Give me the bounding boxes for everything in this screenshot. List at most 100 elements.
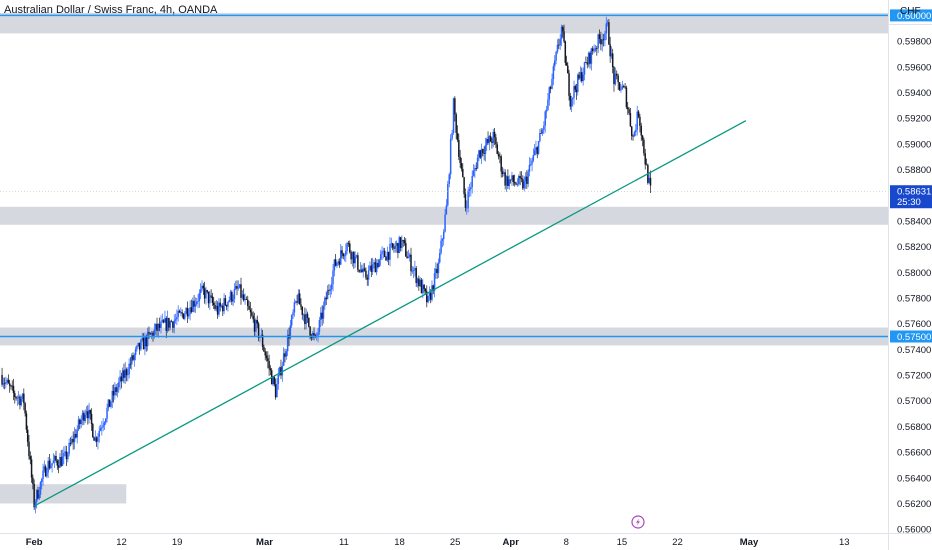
candle-body bbox=[543, 125, 545, 131]
candle-body bbox=[354, 256, 356, 264]
candle-body bbox=[101, 427, 103, 429]
candle-body bbox=[84, 414, 86, 421]
candle-body bbox=[527, 171, 529, 184]
time-axis[interactable]: Feb 12 19 Mar 11 18 25 Apr 8 15 22 May 13 bbox=[26, 537, 850, 548]
candle-body bbox=[129, 363, 132, 365]
candle-body bbox=[326, 289, 329, 300]
candle-body bbox=[501, 171, 504, 175]
price-tick-label: 0.59000 bbox=[897, 139, 931, 150]
candle-body bbox=[140, 340, 142, 350]
candle-body bbox=[544, 111, 546, 126]
candle-body bbox=[133, 355, 136, 360]
candle-body bbox=[470, 187, 472, 190]
candle-body bbox=[23, 393, 25, 404]
candle-body bbox=[72, 438, 74, 443]
candle-body bbox=[553, 60, 556, 67]
candle-body bbox=[420, 279, 423, 294]
candles-layer bbox=[1, 16, 652, 514]
candle-body bbox=[362, 268, 364, 273]
current-price-text: 0.58631 bbox=[897, 187, 931, 198]
candle-body bbox=[442, 231, 445, 239]
candle-body bbox=[286, 334, 289, 352]
candle-body bbox=[193, 300, 195, 307]
candle-body bbox=[242, 294, 245, 301]
candle-body bbox=[87, 411, 89, 419]
candle-body bbox=[180, 312, 182, 314]
key-level-tag bbox=[890, 330, 932, 343]
candle-body bbox=[439, 253, 441, 263]
candle-body bbox=[15, 397, 17, 399]
candle-body bbox=[38, 494, 40, 499]
candle-body bbox=[333, 259, 336, 271]
candle-body bbox=[215, 305, 218, 310]
candle-body bbox=[458, 140, 460, 157]
lightning-bolt-icon[interactable] bbox=[631, 515, 645, 529]
candle-body bbox=[505, 176, 508, 186]
candle-body bbox=[145, 337, 148, 347]
candle-body bbox=[252, 315, 254, 320]
time-tick-label: 15 bbox=[617, 537, 628, 548]
candle-body bbox=[637, 111, 640, 117]
candle-body bbox=[540, 133, 542, 134]
support-zone bbox=[0, 206, 888, 225]
candle-body bbox=[93, 437, 95, 441]
candle-body bbox=[189, 307, 191, 315]
candle-body bbox=[186, 307, 189, 317]
candle-body bbox=[536, 147, 539, 154]
candle-body bbox=[445, 205, 448, 215]
candle-body bbox=[547, 99, 549, 110]
candle-body bbox=[297, 293, 300, 303]
candle-body bbox=[302, 314, 305, 316]
price-tick-label: 0.56800 bbox=[897, 422, 931, 433]
countdown-text: 25:30 bbox=[897, 197, 921, 208]
candle-body bbox=[194, 303, 197, 307]
candle-body bbox=[589, 52, 591, 64]
candle-body bbox=[309, 326, 311, 336]
candle-body bbox=[160, 321, 162, 328]
candle-body bbox=[322, 305, 325, 319]
candle-body bbox=[367, 270, 370, 280]
candle-body bbox=[608, 22, 610, 45]
time-tick-label: 25 bbox=[450, 537, 461, 548]
candle-body bbox=[346, 243, 348, 252]
candle-body bbox=[308, 317, 310, 327]
candle-body bbox=[334, 259, 337, 266]
candle-body bbox=[476, 157, 479, 169]
candle-body bbox=[289, 325, 292, 339]
candle-body bbox=[203, 288, 206, 299]
time-tick-label: 19 bbox=[172, 537, 183, 548]
candle-body bbox=[447, 183, 449, 206]
candle-body bbox=[357, 255, 359, 270]
candle-body bbox=[300, 304, 302, 307]
candle-body bbox=[549, 87, 552, 89]
candle-body bbox=[523, 181, 525, 189]
currency-label[interactable]: CHF bbox=[900, 6, 921, 17]
candle-body bbox=[197, 301, 199, 302]
candle-body bbox=[296, 301, 298, 303]
candle-body bbox=[32, 477, 34, 484]
key-level-tag-text: 0.60000 bbox=[897, 11, 931, 22]
candle-body bbox=[276, 383, 278, 398]
support-zone bbox=[0, 484, 127, 504]
candle-body bbox=[529, 164, 532, 166]
candle-body bbox=[11, 385, 13, 387]
candle-body bbox=[285, 351, 288, 357]
candle-body bbox=[263, 346, 265, 352]
candle-body bbox=[427, 296, 429, 303]
candle-body bbox=[522, 179, 524, 189]
candle-body bbox=[431, 285, 433, 300]
candle-body bbox=[329, 289, 332, 291]
candle-body bbox=[569, 95, 572, 107]
candle-body bbox=[69, 442, 72, 444]
candle-body bbox=[463, 177, 465, 195]
candle-body bbox=[541, 130, 544, 134]
candle-body bbox=[577, 74, 579, 93]
candle-body bbox=[471, 175, 473, 188]
candle-body bbox=[79, 419, 81, 425]
candle-body bbox=[116, 387, 119, 392]
candle-body bbox=[381, 251, 383, 255]
price-axis[interactable]: 0.59800 0.59600 0.59400 0.59200 0.59000 0.588… bbox=[897, 37, 931, 536]
candle-body bbox=[511, 175, 513, 181]
